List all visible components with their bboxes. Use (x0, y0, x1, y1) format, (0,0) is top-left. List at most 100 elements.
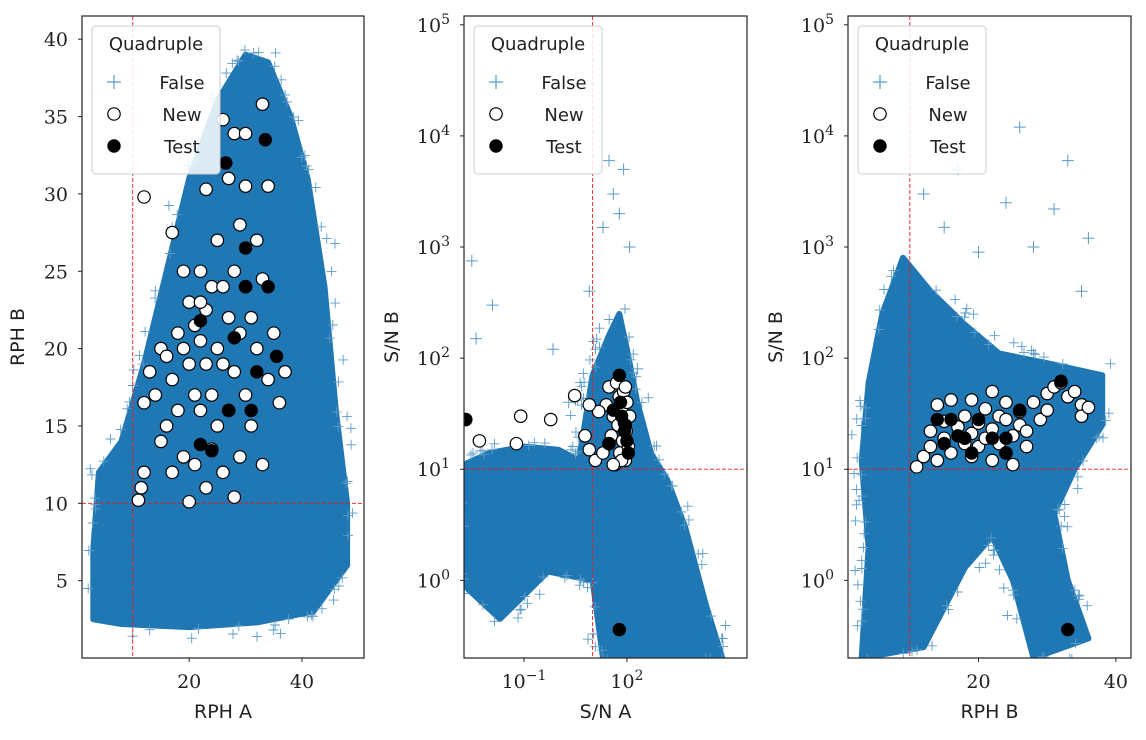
test-point (1013, 403, 1027, 417)
new-point (999, 395, 1013, 410)
test-point (1061, 622, 1075, 637)
test-point (620, 434, 634, 448)
new-point (923, 424, 938, 438)
new-point (210, 233, 225, 248)
new-point (188, 457, 202, 472)
false-outlier-point (465, 254, 478, 267)
legend-label-test: Test (929, 137, 965, 158)
new-point (1081, 400, 1096, 415)
y-tick-label: 40 (44, 29, 68, 51)
test-point (244, 403, 258, 418)
new-point (188, 388, 202, 402)
false-outlier-point (1082, 232, 1095, 245)
legend-marker-new (873, 107, 887, 121)
y-axis-label: S/N B (381, 311, 403, 363)
test-point (193, 437, 208, 452)
test-point (227, 331, 241, 345)
y-tick-label: 102 (801, 345, 834, 370)
new-point (591, 404, 606, 419)
test-point (602, 436, 616, 451)
legend-marker-test (489, 139, 503, 153)
new-point (509, 436, 524, 451)
new-point (567, 388, 582, 403)
test-point (937, 436, 951, 451)
test-point (612, 622, 627, 637)
legend-label-test: Test (545, 137, 581, 158)
y-axis-label: S/N B (765, 311, 787, 363)
new-point (216, 357, 230, 371)
legend-marker-false (873, 75, 887, 89)
new-point (1074, 409, 1089, 424)
new-point (182, 295, 196, 309)
new-point (199, 182, 213, 197)
test-point (971, 412, 986, 427)
legend-title: Quadruple (109, 34, 203, 55)
test-point (944, 412, 958, 427)
legend-label-test: Test (163, 137, 199, 158)
panel-3: 20 40 100 101 102 103 104 105 RPH B S/N B Quadrupl… (765, 12, 1132, 723)
new-point (238, 126, 253, 141)
new-point (944, 446, 958, 460)
false-outlier-point (972, 246, 985, 259)
new-point (204, 279, 219, 294)
new-point (193, 403, 208, 418)
new-point (266, 326, 281, 340)
new-point (1019, 439, 1034, 454)
new-point (221, 171, 236, 186)
new-point (999, 412, 1013, 427)
false-outlier-point (603, 154, 615, 167)
new-point (176, 264, 191, 279)
false-outlier-point (470, 332, 483, 345)
new-point (1006, 457, 1020, 472)
test-point (238, 280, 253, 294)
new-point (134, 481, 149, 495)
new-point (171, 403, 185, 418)
test-point (219, 156, 233, 170)
y-axis-label: RPH B (7, 308, 29, 366)
new-point (985, 384, 1000, 399)
legend-marker-test (873, 139, 887, 153)
false-density-region (464, 310, 726, 658)
false-outlier-point (1000, 196, 1012, 209)
legend-label-new: New (928, 105, 967, 126)
legend-box (91, 25, 221, 175)
x-tick-label: 40 (1104, 671, 1128, 693)
new-point (250, 233, 264, 248)
new-point (159, 419, 174, 433)
y-tick-label: 15 (44, 416, 68, 438)
y-tick-label: 103 (417, 234, 450, 259)
new-point (1040, 403, 1054, 417)
test-point (464, 412, 473, 427)
new-point (233, 450, 247, 464)
test-point (999, 446, 1013, 460)
new-point (154, 434, 168, 449)
legend: Quadruple False New Test (91, 25, 221, 175)
test-point (612, 368, 627, 383)
x-tick-label: 20 (966, 671, 990, 693)
new-point (238, 388, 253, 402)
y-tick-label: 30 (44, 184, 68, 206)
new-point (176, 341, 191, 356)
test-point (964, 446, 979, 460)
legend-marker-new (107, 107, 121, 121)
x-axis-label: RPH A (194, 701, 252, 723)
legend-marker-false (107, 75, 121, 89)
axes-frame (847, 15, 1132, 659)
false-outlier-point (1061, 154, 1074, 167)
test-point (618, 418, 633, 432)
y-tick-label: 20 (44, 339, 68, 361)
false-outlier-point (917, 188, 930, 200)
new-point (216, 279, 230, 294)
test-point (238, 241, 253, 255)
y-tick-label: 100 (417, 567, 450, 592)
legend-box (857, 25, 987, 175)
x-tick-label: 40 (290, 671, 314, 693)
new-point (137, 465, 151, 480)
new-point (137, 395, 151, 410)
new-point (193, 264, 208, 279)
test-point (269, 349, 284, 364)
legend-label-new: New (544, 105, 583, 126)
new-point (165, 465, 180, 480)
new-point (261, 372, 275, 387)
